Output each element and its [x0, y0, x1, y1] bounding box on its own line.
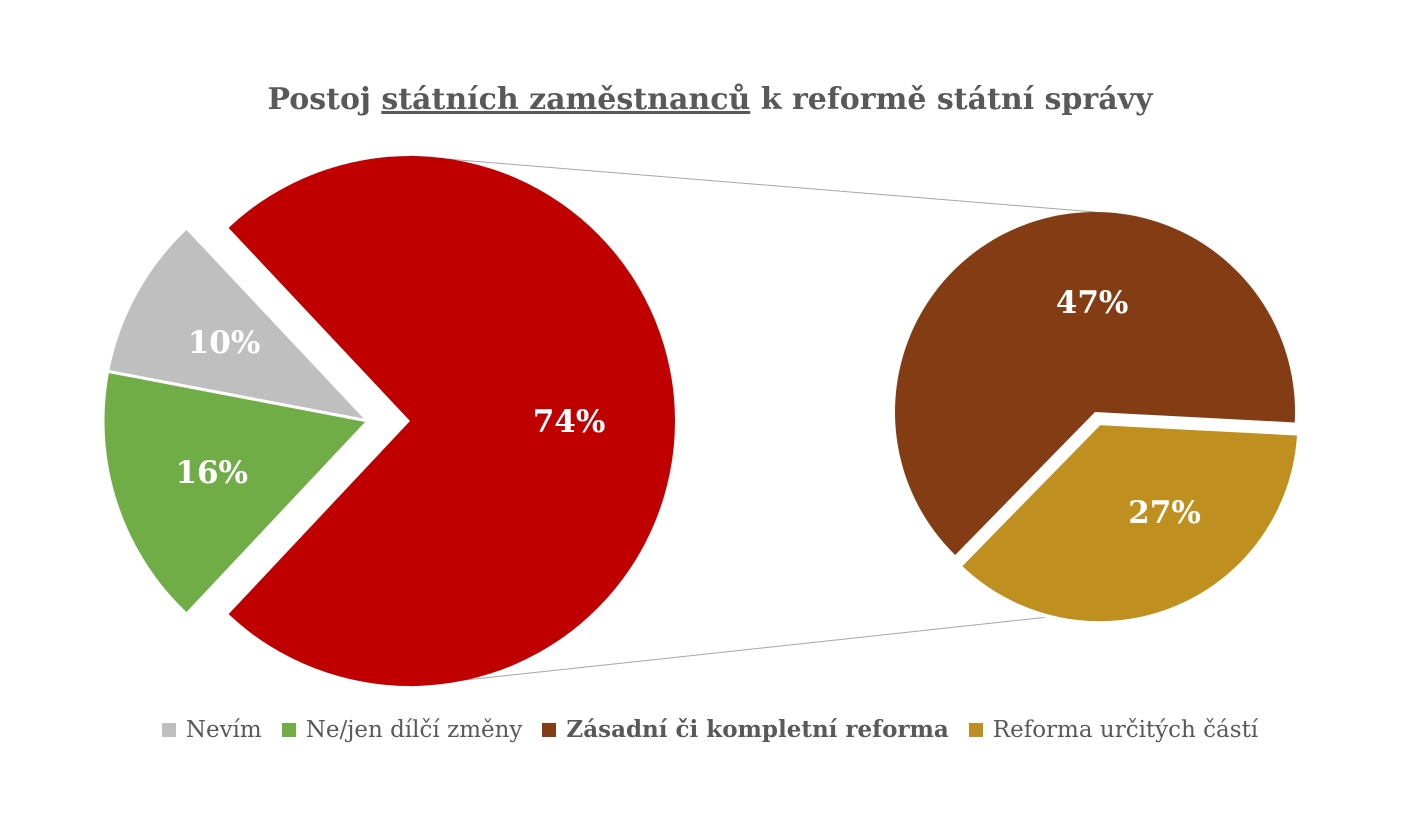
legend-label: Zásadní či kompletní reforma: [566, 716, 949, 743]
connector-line-bottom: [409, 611, 1096, 687]
legend-swatch: [281, 722, 296, 737]
main-pie-slice-nevim: [105, 225, 373, 424]
sub-pie-label-zasadni-ci-kompletni-reforma: 47%: [1056, 285, 1129, 321]
chart-title: Postoj státních zaměstnanců k reformě st…: [0, 82, 1420, 117]
connector-lines: [409, 155, 1096, 687]
legend-item: Reforma určitých částí: [968, 716, 1259, 743]
chart-title-part-2: státních zaměstnanců: [381, 82, 751, 117]
legend-item: Zásadní či kompletní reforma: [542, 716, 949, 743]
legend-label: Nevím: [185, 716, 262, 743]
sub-pie: [895, 211, 1302, 626]
legend-label: Reforma určitých částí: [992, 716, 1259, 743]
main-pie: [101, 156, 676, 686]
main-pie-slice-other: [228, 156, 676, 686]
legend-swatch: [161, 722, 176, 737]
chart-title-part-1: Postoj: [267, 82, 382, 117]
sub-pie-slice-reforma-urcitych-casti: [956, 421, 1302, 626]
chart-title-part-3: k reformě státní správy: [750, 82, 1153, 117]
main-pie-label-ne-jen-dilci-zmeny: 16%: [175, 455, 248, 491]
sub-pie-slice-zasadni-ci-kompletni-reforma: [895, 211, 1296, 556]
main-pie-label-other: 74%: [533, 404, 606, 440]
legend: Nevím Ne/jen dílčí změny Zásadní či komp…: [0, 716, 1420, 743]
connector-line-top: [409, 155, 1096, 213]
legend-item: Nevím: [161, 716, 262, 743]
sub-pie-label-reforma-urcitych-casti: 27%: [1128, 495, 1201, 531]
data-labels: 10% 16% 74% 47% 27%: [175, 285, 1200, 531]
legend-swatch: [542, 722, 557, 737]
main-pie-slice-ne-jen-dilci-zmeny: [101, 369, 371, 617]
main-pie-label-nevim: 10%: [188, 325, 261, 361]
legend-swatch: [968, 722, 983, 737]
legend-item: Ne/jen dílčí změny: [281, 716, 523, 743]
legend-label: Ne/jen dílčí změny: [305, 716, 523, 743]
